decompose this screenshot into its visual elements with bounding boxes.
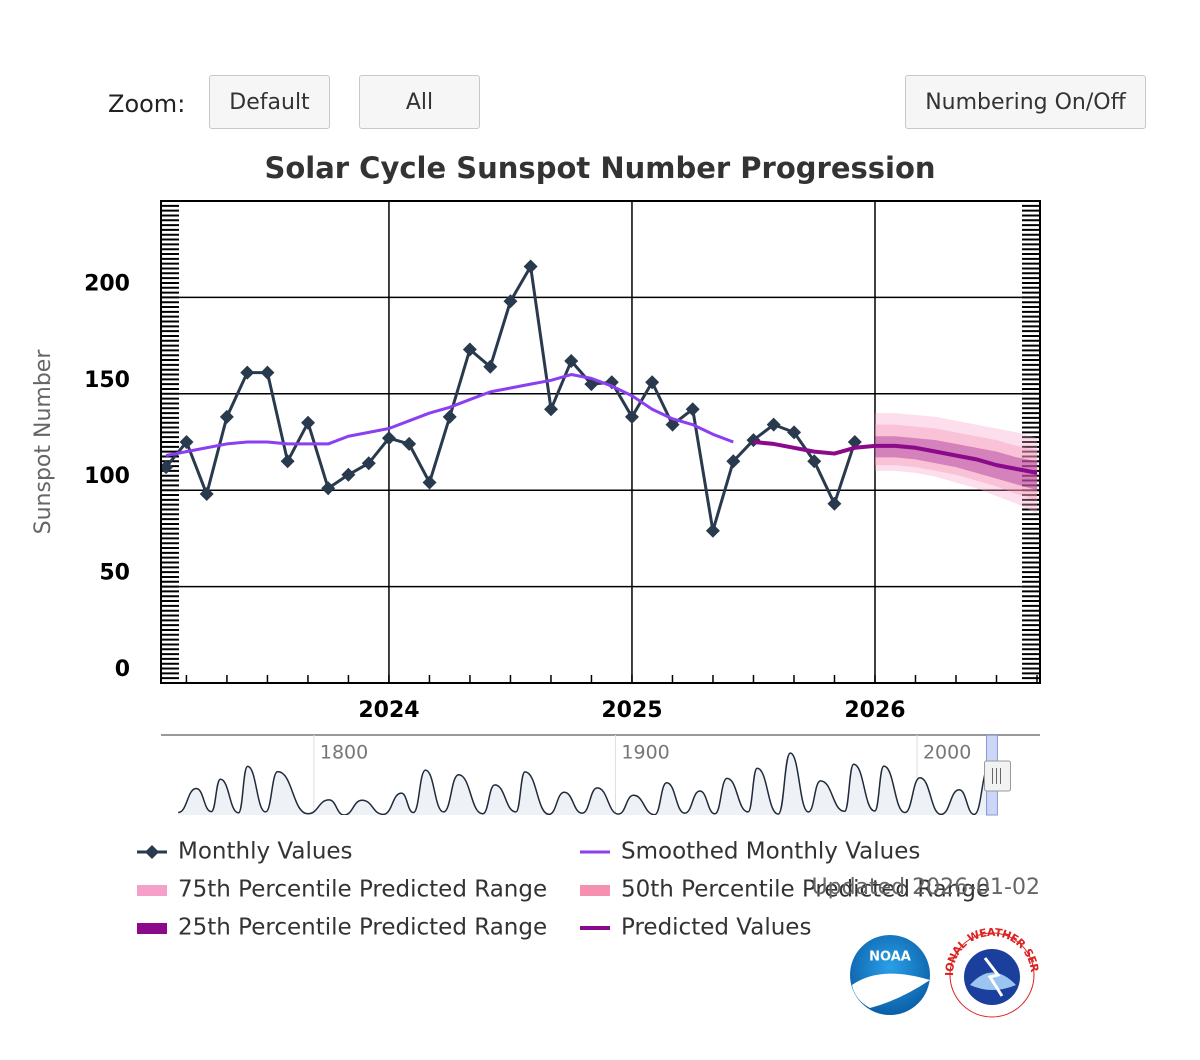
data-point bbox=[422, 475, 437, 490]
data-point bbox=[341, 467, 356, 482]
zoom-all-button[interactable]: All bbox=[359, 75, 480, 129]
legend-item[interactable]: Predicted Values bbox=[580, 915, 811, 941]
legend-swatch bbox=[137, 885, 167, 896]
navigator-tick-label: 2000 bbox=[923, 742, 971, 764]
legend-item[interactable]: 75th Percentile Predicted Range bbox=[137, 877, 547, 903]
y-tick-label: 50 bbox=[99, 561, 130, 586]
navigator-tick-label: 1800 bbox=[320, 742, 368, 764]
y-axis-label: Sunspot Number bbox=[31, 349, 56, 535]
data-point bbox=[240, 365, 255, 380]
plot: 0 50 100 150 200 2024 2025 2026 bbox=[84, 200, 1041, 723]
nws-text-path: NATIONAL WEATHER SERVICE bbox=[0, 0, 1041, 976]
legend-item[interactable]: 25th Percentile Predicted Range bbox=[137, 915, 547, 941]
legend-swatch bbox=[137, 923, 167, 934]
y-tick-label: 150 bbox=[84, 368, 130, 393]
data-point bbox=[503, 294, 518, 309]
data-point bbox=[827, 496, 842, 511]
data-point bbox=[726, 454, 741, 469]
data-point bbox=[161, 460, 174, 475]
data-point bbox=[766, 417, 781, 432]
numbering-button[interactable]: Numbering On/Off bbox=[905, 75, 1146, 129]
navigator-area bbox=[178, 753, 990, 815]
navigator-handle[interactable] bbox=[984, 760, 1012, 792]
legend-marker bbox=[145, 845, 159, 859]
plot-border bbox=[160, 200, 1041, 684]
prediction-band bbox=[874, 424, 1038, 500]
series-line bbox=[165, 373, 734, 457]
data-point bbox=[787, 425, 802, 440]
navigator-tick-label: 1900 bbox=[621, 742, 669, 764]
data-point bbox=[301, 415, 316, 430]
data-point bbox=[685, 402, 700, 417]
y-tick-label: 200 bbox=[84, 271, 130, 296]
data-point bbox=[645, 375, 660, 390]
legend-swatch bbox=[580, 885, 610, 896]
legend-label: Monthly Values bbox=[178, 839, 353, 865]
data-point bbox=[462, 342, 477, 357]
legend-label: Predicted Values bbox=[621, 915, 811, 941]
data-point bbox=[442, 409, 457, 424]
data-point bbox=[402, 436, 417, 451]
data-point bbox=[544, 402, 559, 417]
legend-label: Smoothed Monthly Values bbox=[621, 839, 920, 865]
x-tick-label: 2024 bbox=[358, 698, 419, 723]
data-point bbox=[260, 365, 275, 380]
data-point bbox=[705, 523, 720, 538]
legend-item[interactable]: Smoothed Monthly Values bbox=[580, 839, 920, 865]
data-point bbox=[624, 409, 639, 424]
series-layer bbox=[161, 259, 1038, 538]
series-line bbox=[753, 440, 1038, 475]
data-point bbox=[179, 435, 194, 449]
navigator-series bbox=[177, 752, 991, 815]
navigator: 1800 1900 2000 bbox=[161, 734, 1040, 816]
y-tick-label: 100 bbox=[84, 464, 130, 489]
navigator-line bbox=[177, 752, 991, 815]
legend-label: 25th Percentile Predicted Range bbox=[178, 915, 547, 941]
data-point bbox=[219, 409, 234, 424]
nws-text: NATIONAL WEATHER SERVICE bbox=[0, 0, 1041, 976]
data-point bbox=[483, 359, 498, 374]
zoom-label: Zoom: bbox=[108, 90, 186, 118]
chart-title: Solar Cycle Sunspot Number Progression bbox=[264, 151, 935, 185]
data-point bbox=[807, 454, 822, 469]
y-tick-label: 0 bbox=[115, 657, 130, 682]
noaa-logo: NOAA bbox=[850, 935, 930, 1015]
data-point bbox=[321, 481, 336, 496]
data-point bbox=[523, 259, 538, 274]
data-point bbox=[381, 431, 396, 446]
updated-text: Updated 2026-01-02 bbox=[812, 875, 1041, 900]
x-tick-label: 2026 bbox=[844, 698, 905, 723]
zoom-default-button[interactable]: Default bbox=[209, 75, 330, 129]
x-tick-label: 2025 bbox=[601, 698, 662, 723]
data-point bbox=[280, 454, 295, 469]
prediction-band bbox=[874, 413, 1038, 514]
legend: Monthly Values Smoothed Monthly Values 75t… bbox=[137, 839, 990, 941]
legend-item[interactable]: Monthly Values bbox=[137, 839, 353, 865]
legend-item[interactable]: 50th Percentile Predicted Range bbox=[580, 877, 990, 903]
data-point bbox=[564, 354, 579, 369]
legend-label: 75th Percentile Predicted Range bbox=[178, 877, 547, 903]
data-point bbox=[199, 487, 214, 502]
data-point bbox=[361, 456, 376, 471]
legend-label: 50th Percentile Predicted Range bbox=[621, 877, 990, 903]
noaa-text: NOAA bbox=[869, 950, 911, 965]
